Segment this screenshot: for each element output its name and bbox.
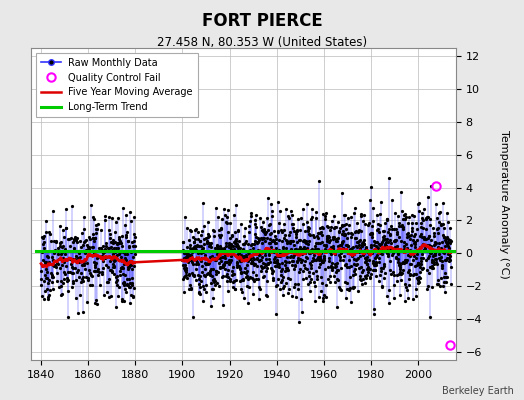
Y-axis label: Temperature Anomaly (°C): Temperature Anomaly (°C) <box>499 130 509 278</box>
Text: 27.458 N, 80.353 W (United States): 27.458 N, 80.353 W (United States) <box>157 36 367 49</box>
Text: Berkeley Earth: Berkeley Earth <box>442 386 514 396</box>
Legend: Raw Monthly Data, Quality Control Fail, Five Year Moving Average, Long-Term Tren: Raw Monthly Data, Quality Control Fail, … <box>36 53 198 117</box>
Text: FORT PIERCE: FORT PIERCE <box>202 12 322 30</box>
